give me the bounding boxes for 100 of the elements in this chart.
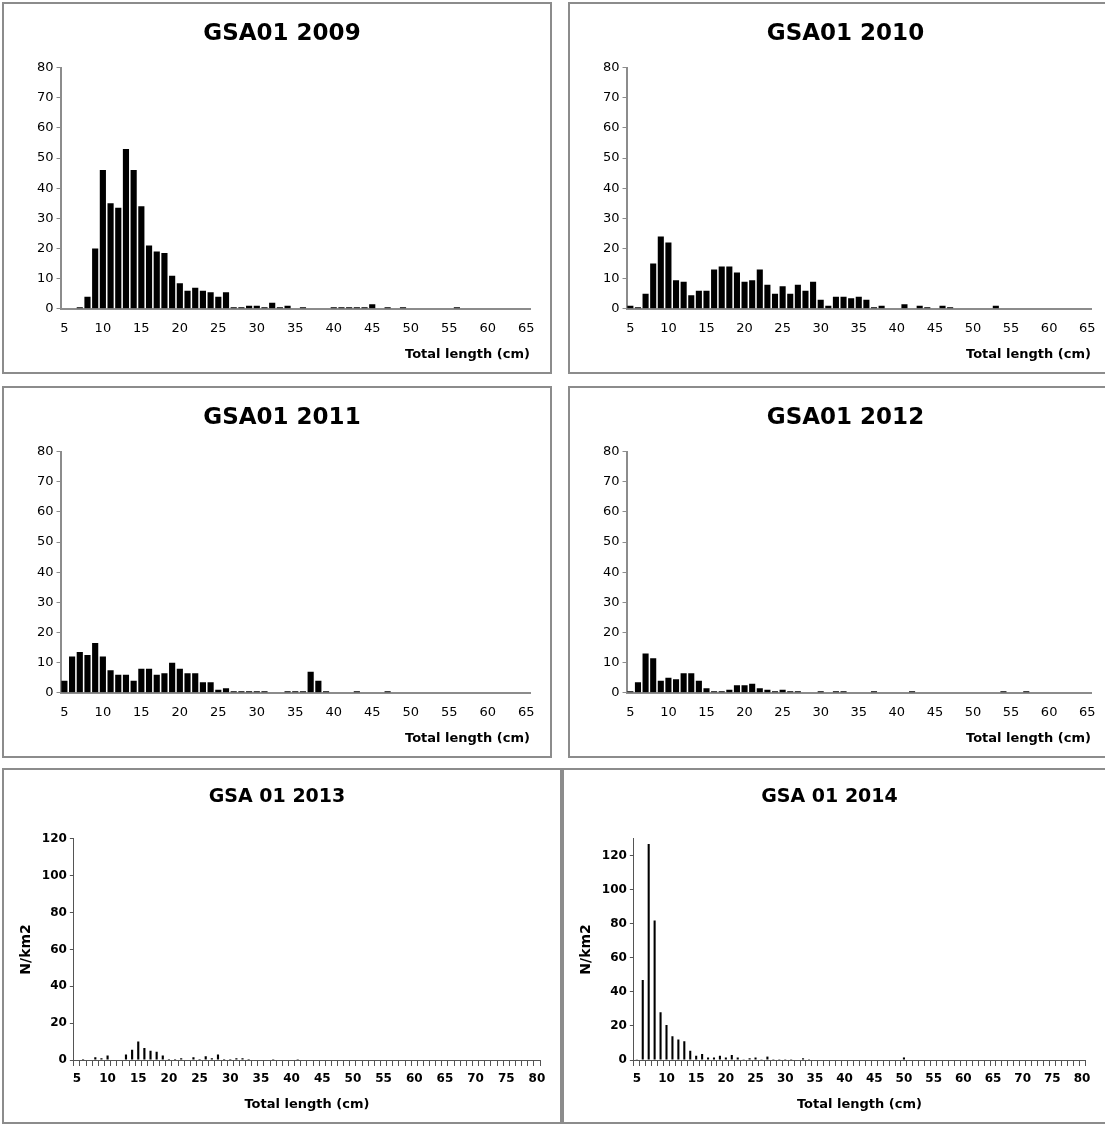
x-tick-label: 40 xyxy=(283,1071,300,1086)
x-tick-label: 50 xyxy=(895,1071,913,1086)
y-tick-label: 50 xyxy=(603,149,620,165)
y-tick-label: 40 xyxy=(603,563,620,579)
x-tick-label: 20 xyxy=(736,703,753,719)
bar xyxy=(145,245,153,309)
x-tick-label: 45 xyxy=(865,1071,883,1086)
x-tick-label: 20 xyxy=(717,1071,735,1086)
x-tick-label: 25 xyxy=(210,319,227,335)
x-tick-label: 30 xyxy=(812,703,829,719)
x-tick-label: 55 xyxy=(440,319,458,335)
x-tick-label: 50 xyxy=(964,319,982,335)
y-tick-label: 0 xyxy=(611,300,620,316)
x-tick-label: 65 xyxy=(1078,319,1096,335)
x-tick-label: 35 xyxy=(252,1071,270,1086)
chart-title: GSA01 2011 xyxy=(203,402,361,429)
x-tick-label: 50 xyxy=(402,703,419,719)
bar xyxy=(145,668,153,693)
x-tick-label: 65 xyxy=(517,703,535,719)
y-tick-label: 70 xyxy=(603,473,620,489)
x-tick-label: 55 xyxy=(1002,319,1020,335)
bar xyxy=(902,1057,905,1060)
x-tick-label: 25 xyxy=(747,1071,764,1086)
x-axis-title: Total length (cm) xyxy=(404,345,530,361)
bar xyxy=(641,980,644,1060)
bar xyxy=(718,1055,721,1060)
y-tick-label: 10 xyxy=(37,270,54,286)
x-tick-label: 65 xyxy=(517,319,535,335)
bar xyxy=(766,1056,769,1060)
y-tick-label: 60 xyxy=(37,119,54,135)
bar xyxy=(701,1054,704,1060)
bar xyxy=(69,656,76,693)
bar xyxy=(199,682,206,693)
y-tick-label: 70 xyxy=(603,89,620,105)
y-tick-label: 70 xyxy=(37,89,54,105)
x-tick-label: 55 xyxy=(925,1071,942,1086)
bar xyxy=(689,1050,692,1060)
y-axis-title: N/km2 xyxy=(17,924,34,975)
x-tick-label: 50 xyxy=(344,1071,362,1086)
bar xyxy=(672,679,680,693)
x-tick-label: 30 xyxy=(221,1071,239,1086)
y-tick-label: 0 xyxy=(45,300,54,316)
x-tick-label: 40 xyxy=(888,319,906,335)
y-tick-label: 0 xyxy=(58,1052,67,1067)
bar xyxy=(707,1057,710,1060)
bar xyxy=(199,290,206,309)
x-tick-label: 10 xyxy=(658,1071,675,1086)
x-tick-label: 40 xyxy=(888,703,906,719)
bar xyxy=(634,682,642,693)
y-tick-label: 10 xyxy=(603,270,620,286)
x-tick-label: 45 xyxy=(926,703,944,719)
y-tick-label: 10 xyxy=(603,654,620,670)
x-tick-label: 40 xyxy=(325,319,343,335)
x-tick-label: 10 xyxy=(660,319,677,335)
bar xyxy=(683,1041,686,1060)
x-tick-label: 50 xyxy=(402,319,419,335)
x-tick-label: 5 xyxy=(626,703,635,719)
y-tick-label: 20 xyxy=(37,623,54,639)
y-tick-label: 50 xyxy=(603,533,620,549)
y-tick-label: 100 xyxy=(41,867,67,882)
x-tick-label: 15 xyxy=(133,703,150,719)
y-axis-title: N/km2 xyxy=(577,924,594,975)
y-tick-label: 30 xyxy=(603,209,620,225)
x-tick-label: 50 xyxy=(964,703,982,719)
x-tick-label: 65 xyxy=(436,1071,454,1086)
x-tick-label: 45 xyxy=(926,319,944,335)
x-tick-label: 15 xyxy=(133,319,150,335)
x-tick-label: 25 xyxy=(210,703,227,719)
x-tick-label: 65 xyxy=(1078,703,1096,719)
bar xyxy=(730,1054,733,1060)
x-tick-label: 45 xyxy=(363,703,381,719)
x-tick-label: 55 xyxy=(440,703,458,719)
bar xyxy=(671,1036,674,1060)
chart-title: GSA01 2010 xyxy=(766,18,925,45)
x-tick-label: 60 xyxy=(479,319,496,335)
y-tick-label: 60 xyxy=(603,503,620,519)
y-tick-label: 70 xyxy=(37,473,54,489)
x-axis-title: Total length (cm) xyxy=(244,1095,370,1111)
y-tick-label: 60 xyxy=(37,503,54,519)
y-tick-label: 120 xyxy=(601,847,627,862)
x-axis-title: Total length (cm) xyxy=(404,729,530,745)
chart-title: GSA 01 2013 xyxy=(208,784,346,807)
y-tick-label: 40 xyxy=(37,179,54,195)
y-tick-label: 80 xyxy=(50,904,67,919)
x-tick-label: 10 xyxy=(660,703,677,719)
bar xyxy=(754,1057,757,1060)
y-tick-label: 30 xyxy=(37,593,54,609)
x-tick-label: 35 xyxy=(287,703,304,719)
y-tick-label: 50 xyxy=(37,149,54,165)
y-tick-label: 80 xyxy=(37,442,54,458)
bar xyxy=(222,688,230,693)
bar xyxy=(61,680,68,693)
x-tick-label: 25 xyxy=(191,1071,208,1086)
x-tick-label: 60 xyxy=(1040,319,1058,335)
y-tick-label: 50 xyxy=(37,533,54,549)
y-tick-label: 0 xyxy=(45,684,54,700)
x-tick-label: 60 xyxy=(954,1071,972,1086)
bar xyxy=(659,1012,662,1060)
x-tick-label: 80 xyxy=(1073,1071,1091,1086)
x-tick-label: 75 xyxy=(497,1071,515,1086)
